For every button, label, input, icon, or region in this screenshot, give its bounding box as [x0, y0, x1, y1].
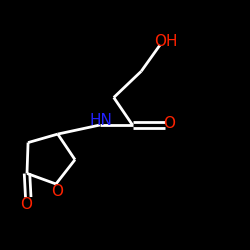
Text: OH: OH — [154, 34, 178, 50]
Text: HN: HN — [90, 113, 113, 128]
Text: O: O — [20, 197, 32, 212]
Text: O: O — [51, 184, 63, 199]
Text: O: O — [164, 116, 175, 130]
